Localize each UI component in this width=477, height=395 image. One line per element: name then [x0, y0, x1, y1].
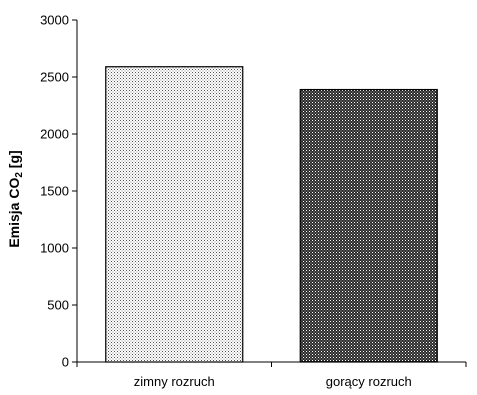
x-category-label: zimny rozruch	[134, 374, 215, 389]
y-tick-label: 0	[62, 355, 69, 370]
y-tick-label: 1000	[40, 241, 69, 256]
y-axis-label-subscript: 2	[14, 172, 25, 178]
y-ticks: 0 500 1000 1500 2000 2500 3000	[40, 13, 77, 370]
y-tick-label: 2000	[40, 127, 69, 142]
bar-2	[299, 88, 438, 363]
y-tick-label: 2500	[40, 70, 69, 85]
y-tick-label: 3000	[40, 13, 69, 28]
x-category-label: gorący rozruch	[326, 374, 412, 389]
y-axis-label-unit: [g]	[6, 150, 22, 172]
y-axis-label: Emisja CO2 [g]	[6, 150, 25, 247]
y-axis-label-main: Emisja CO	[6, 178, 22, 248]
x-categories: zimny rozruch gorący rozruch	[134, 374, 412, 389]
bars	[105, 66, 438, 363]
y-tick-label: 1500	[40, 184, 69, 199]
bar-1	[105, 66, 244, 363]
y-tick-label: 500	[47, 298, 69, 313]
